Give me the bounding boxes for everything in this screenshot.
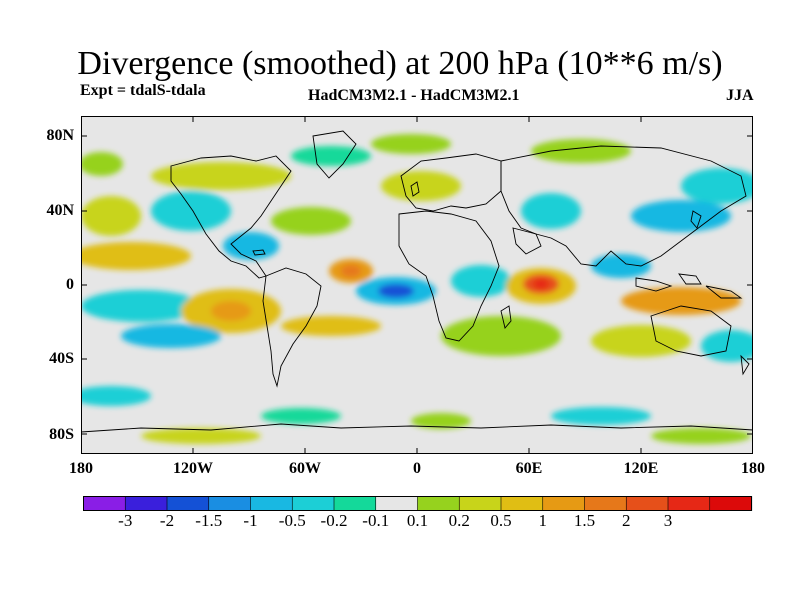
longitude-ticks <box>192 116 642 454</box>
lat-label-80s: 80S <box>49 426 74 443</box>
colorbar-swatch <box>124 496 168 511</box>
colorbar-label: 1.5 <box>573 511 596 530</box>
colorbar-swatch <box>584 496 627 511</box>
colorbar-label: 3 <box>663 511 673 530</box>
colorbar-swatch <box>709 496 753 511</box>
experiment-label: Expt = tdalS-tdala <box>80 82 206 99</box>
colorbar-swatch <box>333 496 377 511</box>
lon-label-60e: 60E <box>515 460 543 477</box>
colorbar-swatch <box>291 496 335 511</box>
colorbar <box>83 496 753 511</box>
lon-label-180e: 180 <box>741 460 765 477</box>
colorbar-label: -0.2 <box>320 511 348 530</box>
colorbar-swatch <box>667 496 711 511</box>
lat-label-80n: 80N <box>46 127 74 144</box>
colorbar-label: 0.5 <box>490 511 512 530</box>
colorbar-swatch <box>208 496 252 511</box>
lat-label-0: 0 <box>66 276 74 293</box>
colorbar-swatch <box>166 496 210 511</box>
colorbar-swatch <box>542 496 586 511</box>
season-label: JJA <box>726 87 754 104</box>
colorbar-swatch <box>625 496 669 511</box>
lat-label-40s: 40S <box>49 350 74 367</box>
colorbar-swatch <box>458 496 502 511</box>
lat-label-40n: 40N <box>46 202 74 219</box>
colorbar-label: 1 <box>538 511 548 530</box>
colorbar-swatch <box>500 496 544 511</box>
divergence-field <box>81 134 753 444</box>
latitude-ticks <box>81 135 753 435</box>
colorbar-label: -1.5 <box>195 511 223 530</box>
colorbar-swatch <box>250 496 293 511</box>
lon-label-60w: 60W <box>289 460 321 477</box>
divergence-map <box>81 116 753 454</box>
colorbar-label: -1 <box>243 511 258 530</box>
coastlines <box>81 130 753 433</box>
colorbar-label: 0.2 <box>448 511 470 530</box>
colorbar-label: -2 <box>159 511 175 530</box>
lon-label-120w: 120W <box>173 460 213 477</box>
map-title: Divergence (smoothed) at 200 hPa (10**6 … <box>77 45 723 82</box>
colorbar-swatch <box>417 496 460 511</box>
colorbar-label: 0.1 <box>406 511 429 530</box>
colorbar-swatch <box>375 496 419 511</box>
colorbar-label: -0.5 <box>278 511 306 530</box>
lon-label-0: 0 <box>413 460 421 477</box>
model-label: HadCM3M2.1 - HadCM3M2.1 <box>308 87 520 104</box>
lon-label-180w: 180 <box>69 460 93 477</box>
colorbar-label: -0.1 <box>362 511 390 530</box>
colorbar-label: -3 <box>118 511 133 530</box>
colorbar-label: 2 <box>622 511 631 530</box>
colorbar-swatch <box>83 496 126 511</box>
lon-label-120e: 120E <box>623 460 659 477</box>
